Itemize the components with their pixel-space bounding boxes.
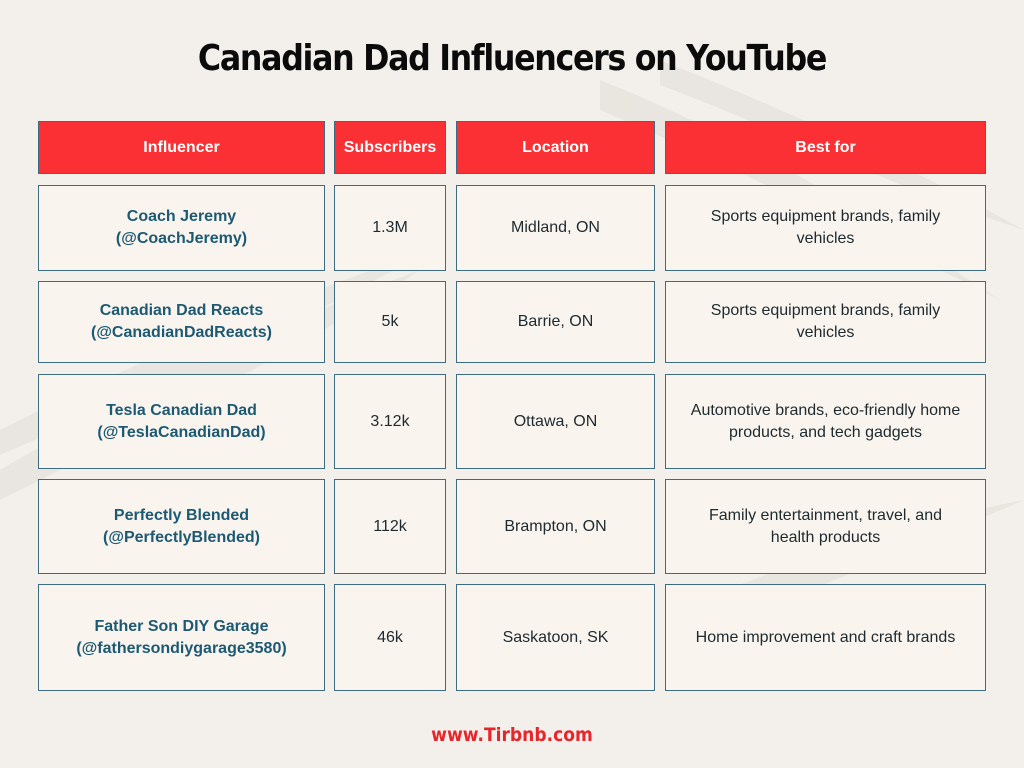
column-header-influencer: Influencer — [38, 121, 325, 174]
best-for-value: Sports equipment brands, family vehicles — [665, 185, 986, 271]
influencer-name: Tesla Canadian Dad — [106, 401, 257, 419]
table-row-influencer: Canadian Dad Reacts (@CanadianDadReacts) — [38, 281, 325, 363]
influencer-handle: (@TeslaCanadianDad) — [97, 423, 266, 441]
subscribers-value: 5k — [334, 281, 446, 363]
best-for-value: Automotive brands, eco-friendly home pro… — [665, 374, 986, 469]
table-row-influencer: Father Son DIY Garage (@fathersondiygara… — [38, 584, 325, 691]
website-footer-link[interactable]: www.Tirbnb.com — [431, 724, 593, 746]
location-value: Brampton, ON — [456, 479, 655, 574]
influencer-name: Canadian Dad Reacts — [99, 302, 264, 319]
column-header-location: Location — [456, 121, 655, 174]
subscribers-value: 3.12k — [334, 374, 446, 469]
location-value: Barrie, ON — [456, 281, 655, 363]
location-value: Saskatoon, SK — [456, 584, 655, 691]
influencer-handle: (@CoachJeremy) — [115, 230, 248, 247]
influencer-name: Perfectly Blended — [113, 506, 250, 524]
influencer-handle: (@CanadianDadReacts) — [91, 324, 272, 341]
best-for-value: Family entertainment, travel, and health… — [665, 479, 986, 574]
table-row-influencer: Perfectly Blended (@PerfectlyBlended) — [38, 479, 325, 574]
column-header-subscribers: Subscribers — [334, 121, 446, 174]
influencer-handle: (@fathersondiygarage3580) — [76, 639, 287, 657]
influencer-name: Coach Jeremy — [126, 208, 237, 225]
influencer-handle: (@PerfectlyBlended) — [103, 528, 260, 546]
subscribers-value: 1.3M — [334, 185, 446, 271]
influencer-name: Father Son DIY Garage — [94, 617, 269, 635]
subscribers-value: 112k — [334, 479, 446, 574]
best-for-value: Home improvement and craft brands — [665, 584, 986, 691]
column-header-best-for: Best for — [665, 121, 986, 174]
subscribers-value: 46k — [334, 584, 446, 691]
table-row-influencer: Tesla Canadian Dad (@TeslaCanadianDad) — [38, 374, 325, 469]
location-value: Ottawa, ON — [456, 374, 655, 469]
table-row-influencer: Coach Jeremy (@CoachJeremy) — [38, 185, 325, 271]
page-title: Canadian Dad Influencers on YouTube — [197, 38, 827, 79]
best-for-value: Sports equipment brands, family vehicles — [665, 281, 986, 363]
location-value: Midland, ON — [456, 185, 655, 271]
